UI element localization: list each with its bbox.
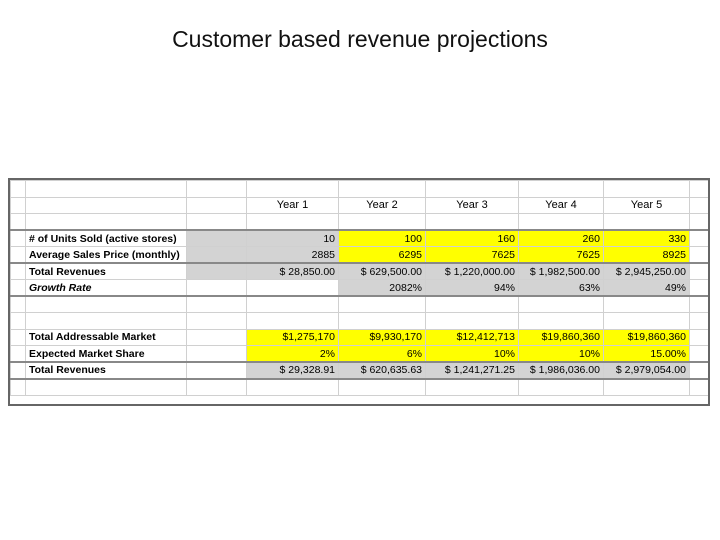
- table-cell[interactable]: $ 629,500.00: [338, 262, 426, 280]
- table-row: Total Addressable Market $1,275,170 $9,9…: [10, 328, 708, 346]
- table-row: Total Revenues $ 29,328.91 $ 620,635.63 …: [10, 361, 708, 380]
- table-cell[interactable]: $12,412,713: [425, 328, 519, 346]
- table-cell[interactable]: 2%: [246, 345, 339, 363]
- spacer-row: [10, 312, 708, 330]
- table-cell[interactable]: 160: [425, 229, 519, 247]
- table-cell[interactable]: 6295: [338, 246, 426, 264]
- row-label: Average Sales Price (monthly): [25, 246, 187, 264]
- table-cell[interactable]: $1,275,170: [246, 328, 339, 346]
- table-cell[interactable]: 8925: [603, 246, 690, 264]
- table-cell[interactable]: 6%: [338, 345, 426, 363]
- table-cell[interactable]: 15.00%: [603, 345, 690, 363]
- table-cell[interactable]: $ 29,328.91: [246, 361, 339, 380]
- table-cell[interactable]: 100: [338, 229, 426, 247]
- table-cell[interactable]: $19,860,360: [603, 328, 690, 346]
- table-cell[interactable]: $19,860,360: [518, 328, 604, 346]
- table-cell[interactable]: [246, 279, 339, 297]
- table-cell[interactable]: 10: [246, 229, 339, 247]
- year-header: Year 1: [246, 196, 339, 214]
- row-label: Total Addressable Market: [25, 328, 187, 346]
- row-label: Growth Rate: [25, 279, 187, 297]
- year-header: Year 2: [338, 196, 426, 214]
- spacer-row: [10, 180, 708, 198]
- table-row: Growth Rate 2082% 94% 63% 49%: [10, 279, 708, 297]
- row-label: Total Revenues: [25, 361, 187, 380]
- spacer-row: [10, 295, 708, 313]
- table-cell[interactable]: 2885: [246, 246, 339, 264]
- table-row: # of Units Sold (active stores) 10 100 1…: [10, 229, 708, 247]
- table-cell[interactable]: 94%: [425, 279, 519, 297]
- table-cell[interactable]: $ 2,945,250.00: [603, 262, 690, 280]
- spacer-row: [10, 378, 708, 396]
- header-row: Year 1 Year 2 Year 3 Year 4 Year 5: [10, 196, 708, 214]
- table-cell[interactable]: $9,930,170: [338, 328, 426, 346]
- table-cell[interactable]: $ 1,220,000.00: [425, 262, 519, 280]
- year-header: Year 4: [518, 196, 604, 214]
- table-cell[interactable]: $ 1,241,271.25: [425, 361, 519, 380]
- slide-title: Customer based revenue projections: [172, 26, 548, 52]
- year-header: Year 5: [603, 196, 690, 214]
- table-cell[interactable]: 330: [603, 229, 690, 247]
- table-cell[interactable]: $ 1,986,036.00: [518, 361, 604, 380]
- table-row: Average Sales Price (monthly) 2885 6295 …: [10, 246, 708, 264]
- revenue-table: Year 1 Year 2 Year 3 Year 4 Year 5 # of …: [10, 180, 708, 396]
- table-cell[interactable]: 10%: [518, 345, 604, 363]
- year-header: Year 3: [425, 196, 519, 214]
- table-cell[interactable]: 49%: [603, 279, 690, 297]
- table-cell[interactable]: $ 620,635.63: [338, 361, 426, 380]
- spacer-row: [10, 213, 708, 231]
- table-cell[interactable]: 2082%: [338, 279, 426, 297]
- table-cell[interactable]: 10%: [425, 345, 519, 363]
- table-cell[interactable]: 7625: [425, 246, 519, 264]
- table-cell[interactable]: $ 1,982,500.00: [518, 262, 604, 280]
- table-cell[interactable]: 260: [518, 229, 604, 247]
- table-cell[interactable]: 63%: [518, 279, 604, 297]
- table-row: Expected Market Share 2% 6% 10% 10% 15.0…: [10, 345, 708, 363]
- table-cell[interactable]: 7625: [518, 246, 604, 264]
- table-cell[interactable]: $ 2,979,054.00: [603, 361, 690, 380]
- spreadsheet: Year 1 Year 2 Year 3 Year 4 Year 5 # of …: [8, 178, 710, 406]
- row-label: Expected Market Share: [25, 345, 187, 363]
- table-row: Total Revenues $ 28,850.00 $ 629,500.00 …: [10, 262, 708, 280]
- row-label: Total Revenues: [25, 262, 187, 280]
- table-cell[interactable]: $ 28,850.00: [246, 262, 339, 280]
- row-label: # of Units Sold (active stores): [25, 229, 187, 247]
